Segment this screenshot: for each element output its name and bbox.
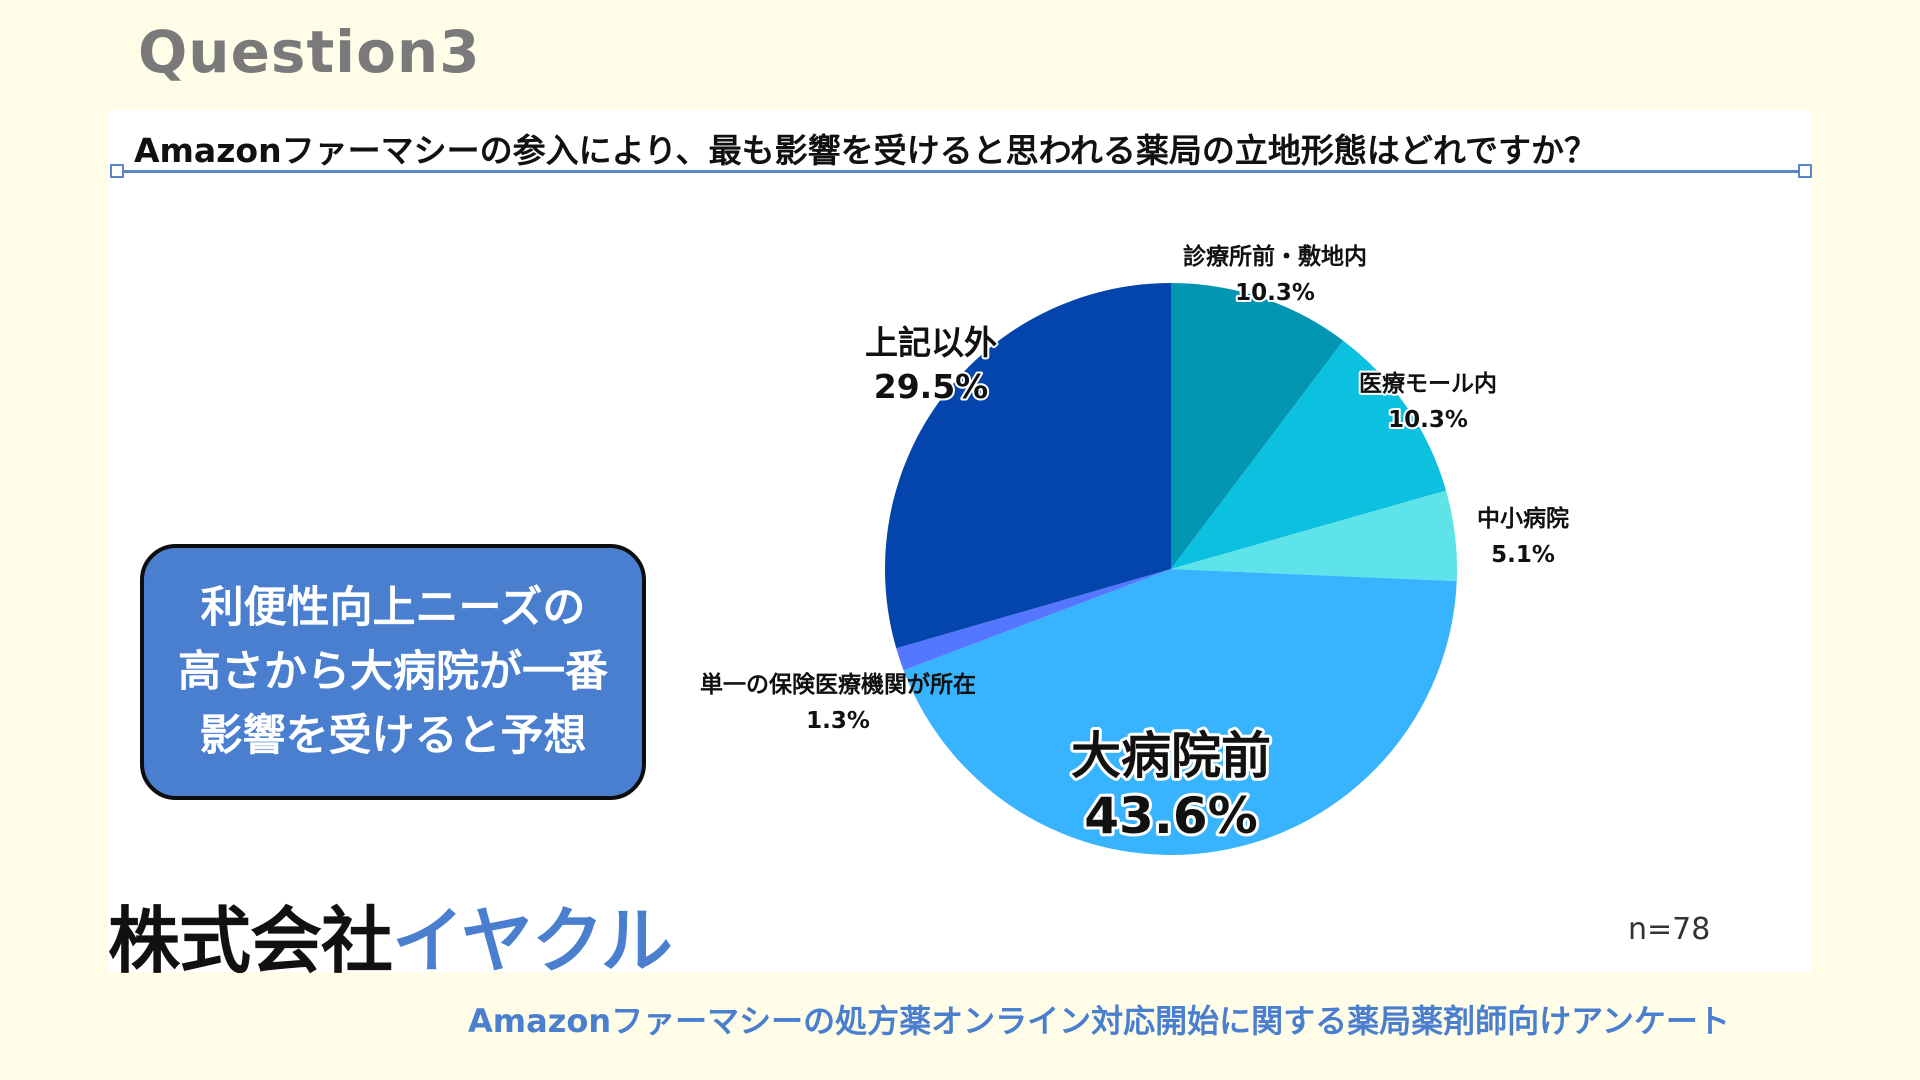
pie-slice-1 xyxy=(1171,283,1344,569)
callout-line-3: 影響を受けると予想 xyxy=(199,711,587,761)
pie-slice-5 xyxy=(896,569,1171,671)
pie-slices xyxy=(885,283,1457,855)
slice-label-1: 診療所前・敷地内 xyxy=(1183,243,1367,270)
callout-line-2: 高さから大病院が一番 xyxy=(178,647,608,697)
slice-label-5: 単一の保険医療機関が所在 xyxy=(700,671,976,698)
selection-handle-left[interactable] xyxy=(110,164,124,178)
company-logo-prefix: 株式会社 xyxy=(108,899,393,983)
page-heading: Question3 xyxy=(138,18,481,86)
slice-value-1: 10.3% xyxy=(1235,280,1315,306)
slice-value-3: 5.1% xyxy=(1491,542,1555,568)
conclusion-callout: 利便性向上ニーズの 高さから大病院が一番 影響を受けると予想 xyxy=(140,544,646,800)
company-logo-name: イヤクル xyxy=(392,899,673,983)
slice-value-5: 1.3% xyxy=(806,708,870,734)
question-text: Amazonファーマシーの参入により、最も影響を受けると思われる薬局の立地形態は… xyxy=(134,131,1597,170)
slice-label-4: 大病院前 xyxy=(1071,727,1271,785)
pie-labels: 診療所前・敷地内 10.3% 医療モール内 10.3% 中小病院 5.1% 大病院前43.6… xyxy=(700,241,1569,848)
company-logo: 株式会社イヤクル xyxy=(108,882,673,987)
callout-line-1: 利便性向上ニーズの xyxy=(200,583,586,633)
slice-value-2: 10.3% xyxy=(1388,407,1468,433)
pie-slice-4 xyxy=(903,569,1457,855)
slice-value-4: 43.6% xyxy=(1084,787,1257,845)
pie-slice-3 xyxy=(1171,490,1457,582)
pie-slice-6 xyxy=(885,283,1171,649)
selection-line xyxy=(116,170,1804,173)
survey-footer: Amazonファーマシーの処方薬オンライン対応開始に関する薬局薬剤師向けアンケー… xyxy=(468,1002,1730,1040)
slice-label-3: 中小病院 xyxy=(1477,505,1569,532)
sample-size: n=78 xyxy=(1628,912,1711,947)
selection-handle-right[interactable] xyxy=(1798,164,1812,178)
slice-value-6: 29.5% xyxy=(874,367,989,406)
slice-label-6: 上記以外 xyxy=(865,323,997,362)
slice-label-2: 医療モール内 xyxy=(1359,370,1497,397)
pie-slice-2 xyxy=(1171,340,1447,569)
